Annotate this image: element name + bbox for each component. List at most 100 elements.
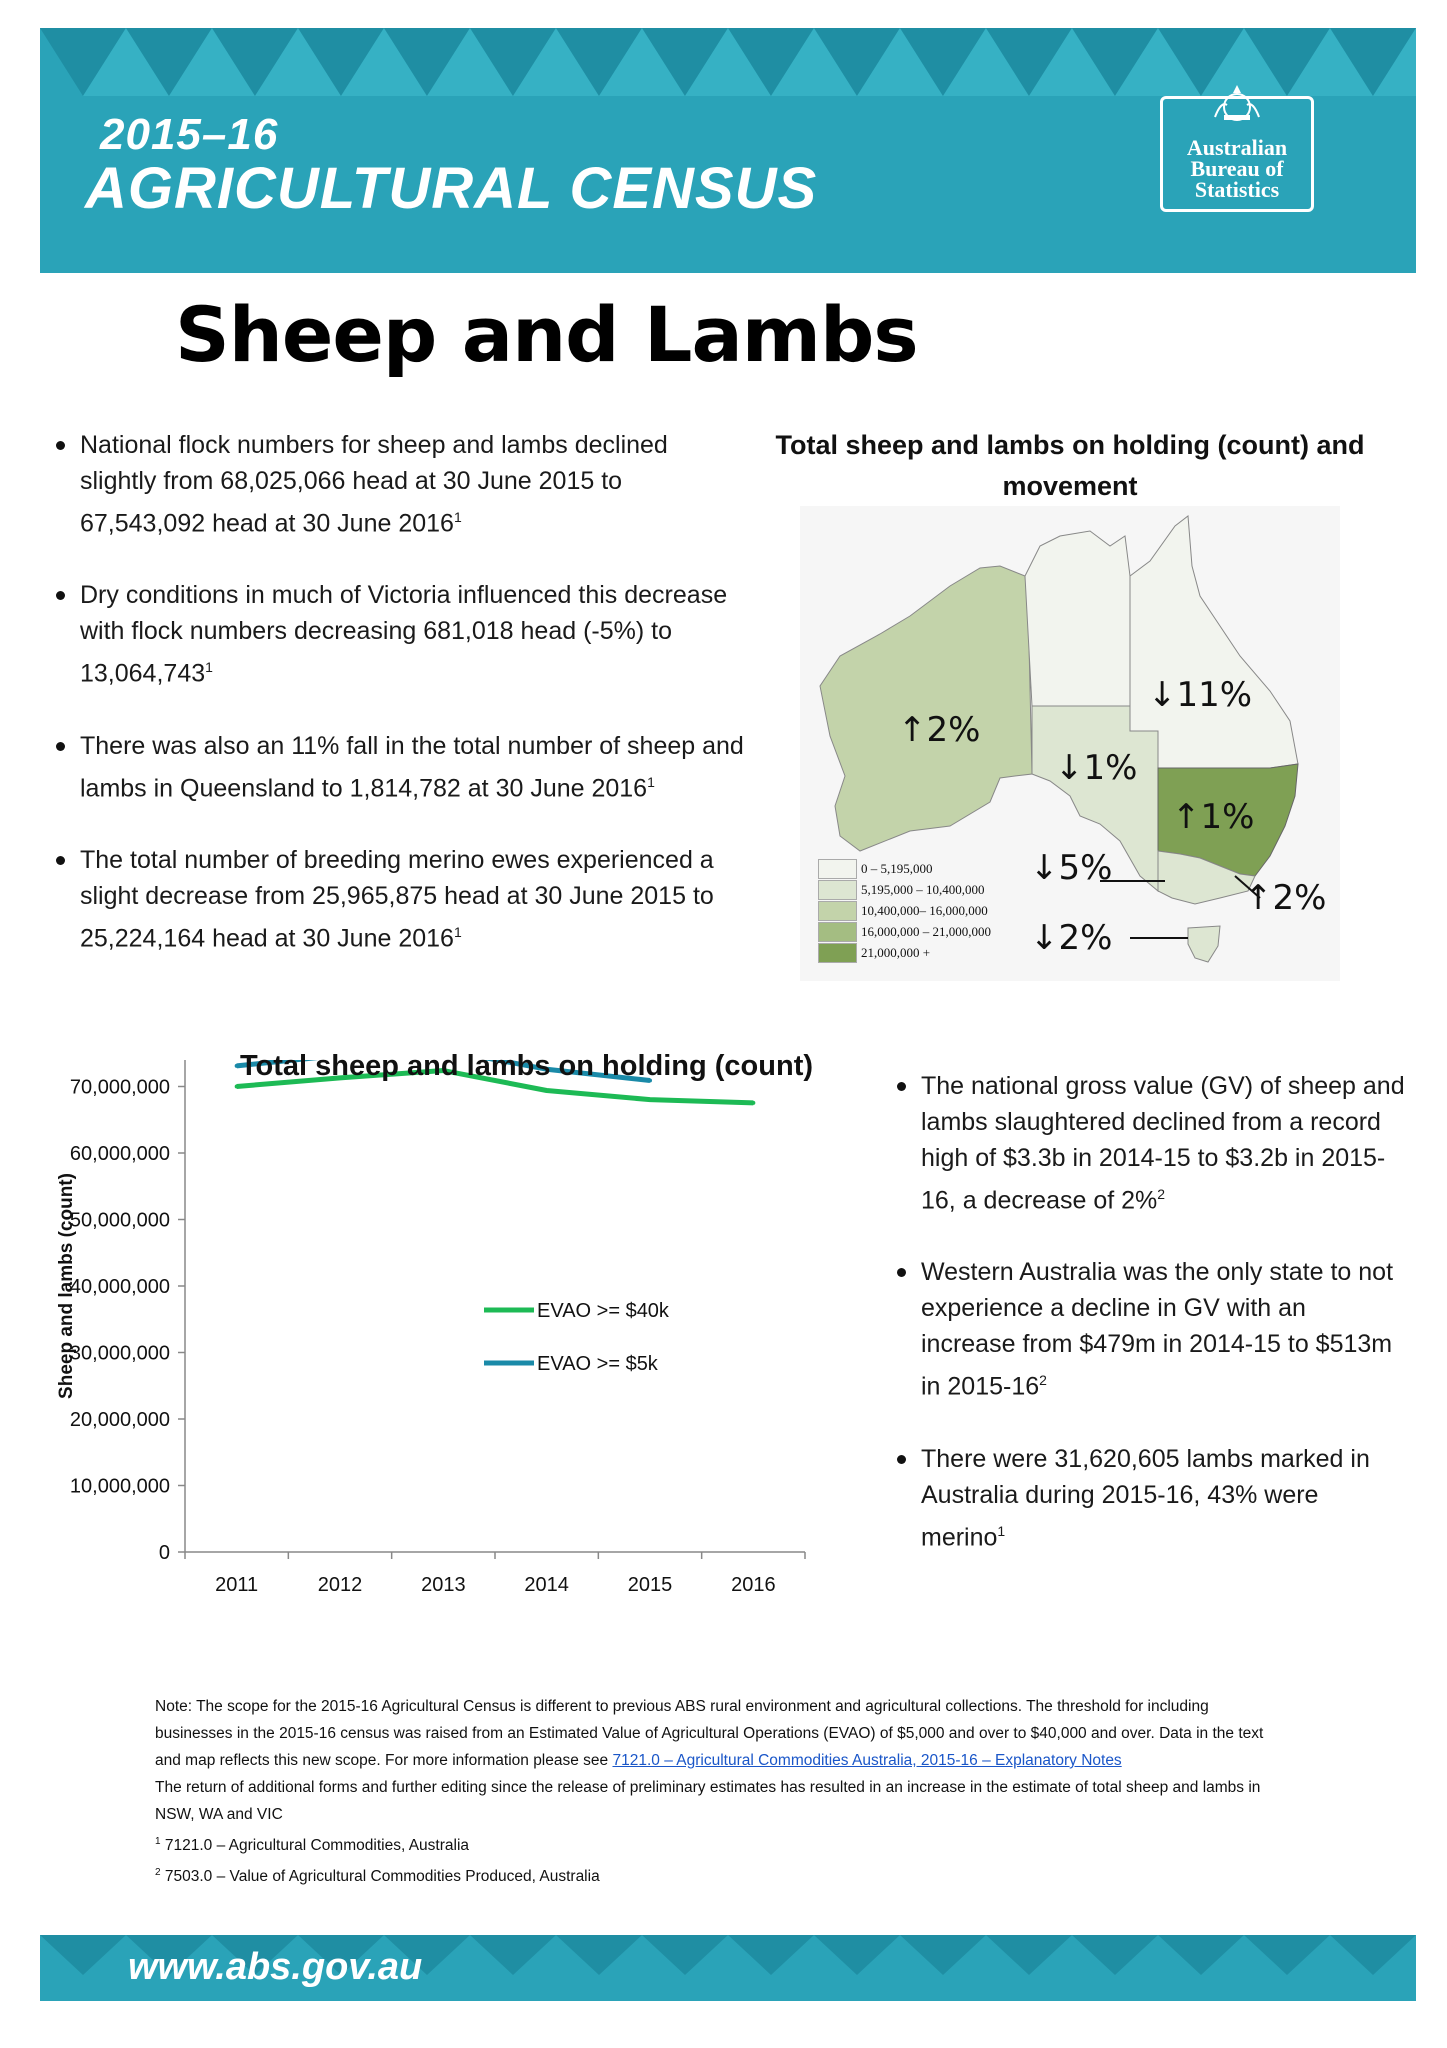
banner-triangle [1287,28,1373,96]
footer-triangle [1072,1935,1158,1975]
data-point [338,1075,342,1080]
gross-value-list: The national gross value (GV) of sheep a… [887,1068,1407,1591]
banner-triangle [298,28,384,96]
region-sa [1031,705,1159,893]
footnote-ref: 1 [647,773,655,790]
x-tick-label: 2016 [731,1574,776,1596]
movement-tas: ↓2% [1030,918,1113,958]
notes-section: Note: The scope for the 2015-16 Agricult… [155,1693,1265,1890]
logo-line-3: Statistics [1194,177,1280,202]
legend-swatch [818,942,857,963]
y-axis-label: Sheep and lambs (count) [56,1173,77,1399]
abs-logo[interactable]: Australian Bureau of Statistics [1160,85,1314,212]
map-title: Total sheep and lambs on holding (count)… [775,430,1365,501]
reference-2: 2 7503.0 – Value of Agricultural Commodi… [155,1859,1265,1890]
banner-triangle [900,28,986,96]
footer-triangle [986,1935,1072,1975]
banner-triangle [814,28,900,96]
australia-map-svg [819,515,1299,963]
bullet-item: National flock numbers for sheep and lam… [46,427,746,541]
banner-triangle [513,28,599,96]
australia-map [800,506,1340,981]
banner-triangle [986,28,1072,96]
banner-triangle [83,28,169,96]
bullet-item: The national gross value (GV) of sheep a… [887,1068,1407,1218]
legend-item: 0 – 5,195,000 [818,858,933,879]
bullet-text: National flock numbers for sheep and lam… [80,431,668,538]
movement-qld: ↓11% [1148,675,1253,715]
region-tas [1187,925,1221,963]
bullet-text: The total number of breeding merino ewes… [80,845,714,953]
legend-swatch [818,900,857,921]
legend-item: 10,400,000– 16,000,000 [818,900,988,921]
y-tick-label: 20,000,000 [70,1409,170,1431]
bullet-item: Dry conditions in much of Victoria influ… [46,577,746,691]
footer-triangle [470,1935,556,1975]
banner-triangle [1201,28,1287,96]
y-tick-label: 10,000,000 [70,1476,170,1498]
data-point [234,1084,239,1089]
series-line-0 [236,1068,754,1106]
banner-triangle [728,28,814,96]
footnote-ref: 1 [453,509,462,525]
footer-triangle [728,1935,814,1975]
logo-line-2: Bureau of [1190,156,1284,181]
x-tick-label: 2013 [421,1574,466,1596]
legend-series-label: EVAO >= $5k [537,1353,659,1375]
y-tick-label: 0 [159,1542,170,1564]
bullet-item: There were 31,620,605 lambs marked in Au… [887,1441,1407,1555]
census-title: AGRICULTURAL CENSUS [85,156,818,221]
footer-triangle [642,1935,728,1975]
footer-triangle [298,1935,384,1975]
banner-triangle [384,28,470,96]
reference-text: 7503.0 – Value of Agricultural Commoditi… [164,1868,600,1886]
data-point [544,1067,549,1072]
footnote-ref: 1 [205,659,213,676]
y-tick-label: 70,000,000 [70,1077,170,1099]
key-findings-list: National flock numbers for sheep and lam… [46,427,746,992]
scope-note: Note: The scope for the 2015-16 Agricult… [155,1693,1265,1774]
banner-triangle [1029,28,1115,96]
legend-label: 0 – 5,195,000 [861,860,933,876]
banner-triangle [599,28,685,96]
series-line-1 [236,1060,651,1084]
footnote-ref: 1 [997,1522,1006,1539]
legend-item: 21,000,000 + [818,942,930,963]
data-point [544,1088,549,1093]
header-banner [40,28,1416,273]
legend-swatch [818,879,857,900]
footer-banner [40,1935,1416,2001]
explanatory-notes-link[interactable]: 7121.0 – Agricultural Commodities Austra… [612,1752,1122,1769]
reference-number: 1 [155,1836,161,1847]
x-tick-label: 2014 [524,1574,569,1596]
y-tick-label: 30,000,000 [70,1343,170,1365]
legend-swatch [818,921,857,942]
region-vic [1157,850,1256,905]
bullet-text: There were 31,620,605 lambs marked in Au… [921,1444,1370,1551]
banner-triangle [255,28,341,96]
banner-triangle [1158,28,1244,96]
footer-triangle [1244,1935,1330,1975]
banner-triangle [470,28,556,96]
movement-wa: ↑2% [898,710,981,750]
website-url[interactable]: www.abs.gov.au [128,1946,423,1988]
footer-triangle [212,1935,298,1975]
data-point [234,1063,239,1068]
banner-triangle [1330,28,1416,96]
footer-triangle [1158,1935,1244,1975]
chart-title: Total sheep and lambs on holding (count) [240,1050,814,1082]
banner-triangle [857,28,943,96]
line-chart: 0 10,000,000 20,000,000 30,000,000 40,000,00… [56,1060,806,1596]
census-year: 2015–16 [100,110,279,159]
legend-label: 16,000,000 – 21,000,000 [861,923,991,939]
footer-triangle [384,1935,470,1975]
region-qld [1129,515,1299,769]
data-point [648,1097,652,1102]
bullet-text: Western Australia was the only state to … [921,1258,1394,1401]
y-tick-label: 40,000,000 [70,1276,170,1298]
revision-note: The return of additional forms and furth… [155,1779,1261,1823]
footer-triangle [814,1935,900,1975]
y-tick-label: 60,000,000 [70,1143,170,1165]
banner-triangle [341,28,427,96]
data-point [441,1068,446,1073]
